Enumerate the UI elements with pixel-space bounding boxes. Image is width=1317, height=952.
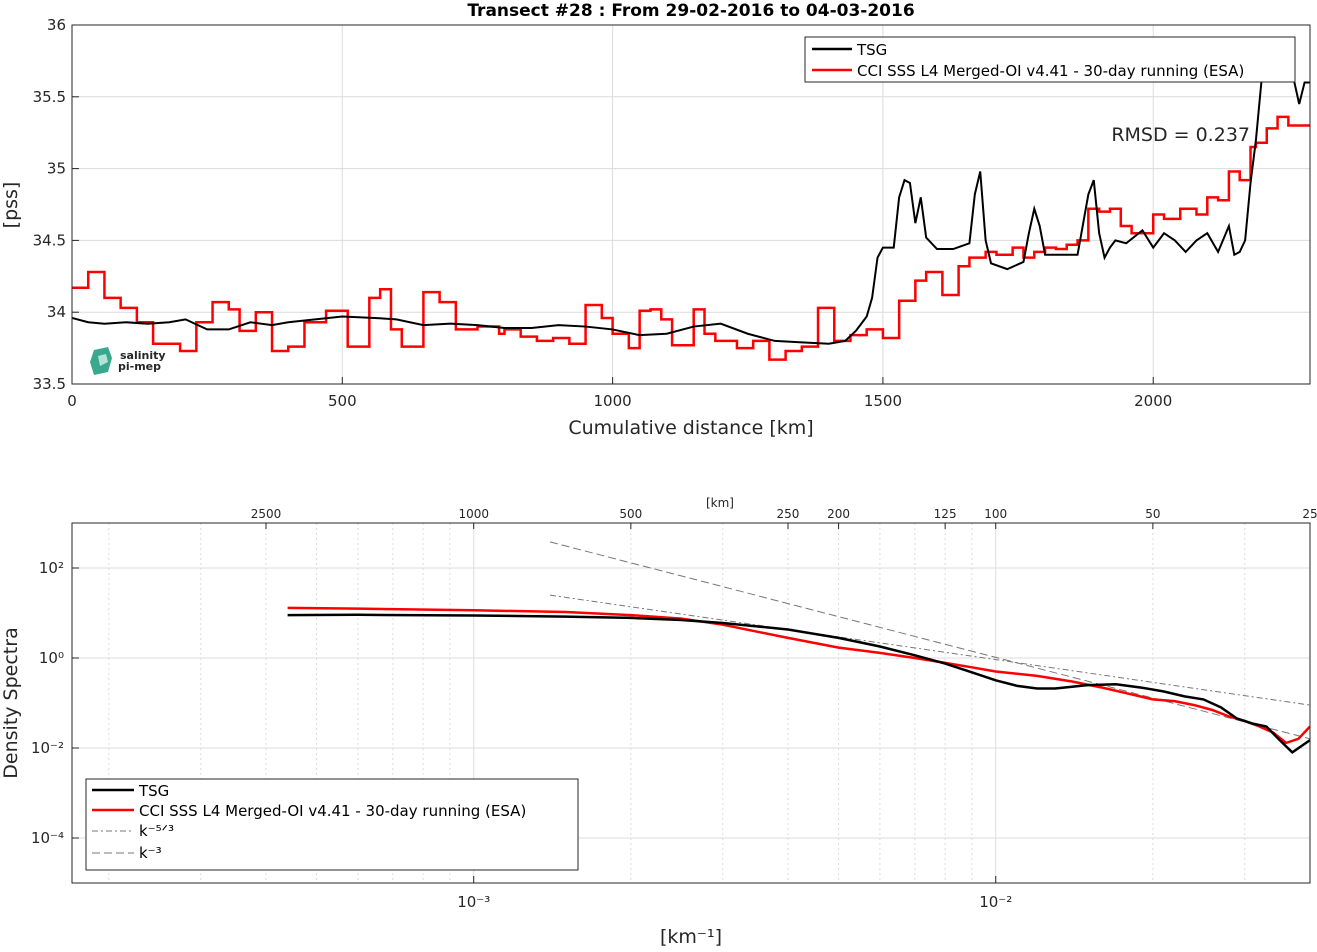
- y-tick-label: 36: [47, 16, 66, 34]
- top-tick-label: 100: [984, 507, 1007, 521]
- top-tick-label: 200: [827, 507, 850, 521]
- plot-frame: [71, 522, 1311, 884]
- tick-labels: 10⁻⁴ 10⁻² 10⁰ 10² 10⁻³ 10⁻² 2500 1000 500 250 200 1…: [31, 507, 1317, 911]
- y-tick-label: 33.5: [33, 375, 66, 393]
- series-line-k53: [549, 594, 1311, 706]
- y-tick-label: 10⁻²: [31, 739, 64, 757]
- tick-labels: 0 500 1000 1500 2000 33.5 34 34.5 35 35.5 36: [33, 16, 1173, 410]
- top-axis-label: [km]: [706, 496, 734, 510]
- x-tick-label: 2000: [1134, 392, 1172, 410]
- y-axis-label: Density Spectra: [0, 627, 22, 778]
- legend-label-tsg: TSG: [856, 41, 887, 59]
- y-tick-label: 10²: [39, 559, 64, 577]
- density-spectra-chart: 10⁻⁴ 10⁻² 10⁰ 10² 10⁻³ 10⁻² 2500 1000 500 250 200 1…: [0, 496, 1317, 948]
- x-tick-label: 1500: [864, 392, 902, 410]
- top-tick-label: 125: [934, 507, 957, 521]
- top-tick-label: 25: [1302, 507, 1317, 521]
- top-tick-label: 500: [619, 507, 642, 521]
- plot-frame: [71, 24, 1311, 385]
- legend-label-cci: CCI SSS L4 Merged-OI v4.41 - 30-day runn…: [857, 62, 1244, 80]
- legend: TSG CCI SSS L4 Merged-OI v4.41 - 30-day …: [804, 36, 1296, 83]
- y-tick-label: 10⁰: [39, 649, 64, 667]
- series-line-tsg: [287, 613, 1311, 755]
- logo-text-pi-mep: pi-mep: [118, 360, 161, 373]
- series-line-cci: [72, 115, 1310, 361]
- top-tick-label: 1000: [458, 507, 489, 521]
- y-tick-label: 10⁻⁴: [31, 829, 64, 847]
- x-tick-label: 500: [328, 392, 357, 410]
- top-tick-label: 2500: [251, 507, 282, 521]
- legend-label-cci: CCI SSS L4 Merged-OI v4.41 - 30-day runn…: [139, 802, 526, 820]
- y-tick-label: 34: [47, 303, 66, 321]
- x-tick-label: 10⁻²: [979, 893, 1012, 911]
- logo-mark-highlight-icon: [98, 354, 108, 366]
- legend: TSG CCI SSS L4 Merged-OI v4.41 - 30-day …: [85, 778, 579, 871]
- legend-box: [85, 778, 579, 871]
- x-axis-label: Cumulative distance [km]: [568, 417, 813, 439]
- x-axis-label: [km⁻¹]: [660, 926, 722, 948]
- series-line-tsg: [71, 55, 1310, 345]
- legend-label-k3: k⁻³: [139, 844, 162, 862]
- x-tick-label: 1000: [594, 392, 632, 410]
- series-group: [287, 541, 1311, 755]
- top-tick-label: 250: [777, 507, 800, 521]
- chart-title: Transect #28 : From 29-02-2016 to 04-03-…: [467, 1, 914, 21]
- y-axis-label: [pss]: [0, 182, 22, 229]
- rmsd-annotation: RMSD = 0.237: [1111, 124, 1250, 146]
- y-tick-label: 34.5: [33, 231, 66, 249]
- x-tick-label: 10⁻³: [457, 893, 490, 911]
- legend-label-k53: k⁻⁵ᐟ³: [139, 822, 174, 840]
- y-tick-label: 35: [47, 160, 66, 178]
- legend-box: [804, 36, 1296, 83]
- grid: [72, 523, 1311, 883]
- salinity-pi-mep-logo: salinity pi-mep: [90, 347, 166, 375]
- x-tick-label: 0: [67, 392, 77, 410]
- series-line-k3: [549, 541, 1311, 740]
- salinity-transect-chart: 0 500 1000 1500 2000 33.5 34 34.5 35 35.5 36 Trans…: [0, 1, 1311, 439]
- y-tick-label: 35.5: [33, 88, 66, 106]
- top-tick-label: 50: [1145, 507, 1160, 521]
- logo-text-salinity: salinity: [120, 349, 166, 362]
- legend-label-tsg: TSG: [138, 782, 169, 800]
- series-group: [71, 55, 1310, 361]
